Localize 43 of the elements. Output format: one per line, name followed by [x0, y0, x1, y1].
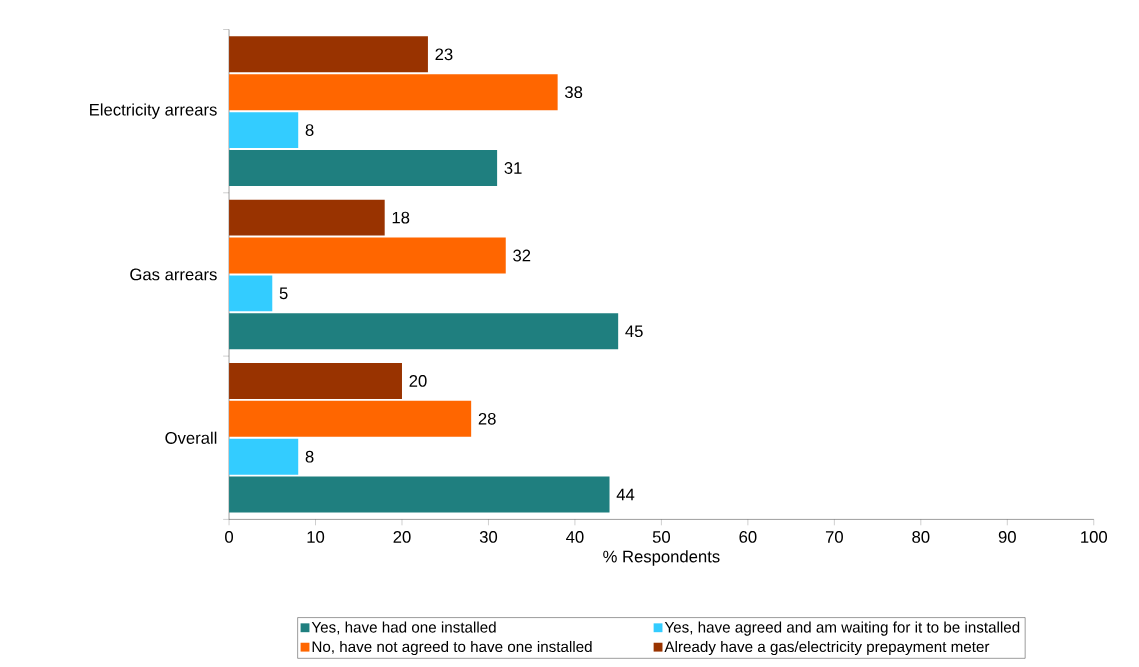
bar: [229, 150, 498, 186]
x-tick-label: 10: [307, 531, 325, 543]
y-tick-label: Overall: [165, 431, 217, 444]
data-label: 23: [435, 48, 453, 61]
data-label: 32: [513, 249, 531, 262]
x-tick-label: 100: [1081, 531, 1108, 543]
bar: [229, 313, 619, 350]
bar: [229, 476, 610, 513]
data-label: 20: [409, 375, 427, 387]
bar: [229, 362, 402, 399]
x-tick-label: 50: [652, 531, 671, 543]
data-label: 8: [305, 450, 314, 463]
bar: [229, 400, 472, 437]
x-axis-title: % Respondents: [603, 550, 720, 566]
x-tick-label: 60: [739, 531, 757, 543]
data-label: 5: [279, 287, 288, 300]
x-tick-label: 80: [912, 531, 930, 543]
data-label: 31: [504, 162, 522, 174]
bar: [229, 112, 299, 149]
data-label: 18: [392, 211, 410, 224]
x-tick-label: 90: [998, 531, 1016, 543]
y-tick-label: Gas arrears: [130, 268, 217, 281]
data-label: 38: [565, 86, 583, 99]
x-tick-label: 40: [566, 531, 584, 543]
x-tick-label: 20: [393, 531, 411, 543]
x-tick-label: 30: [479, 531, 498, 543]
bar: [229, 36, 428, 73]
y-tick-label: Electricity arrears: [90, 103, 217, 119]
data-label: 45: [625, 325, 643, 338]
data-label: 28: [478, 412, 496, 425]
legend-label: No, have not agreed to have one installed: [312, 640, 592, 656]
data-label: 44: [616, 488, 635, 501]
bar: [229, 438, 299, 475]
bar: [229, 275, 273, 312]
bar: [229, 237, 506, 274]
legend-label: Already have a gas/electricity prepayment meter: [664, 640, 990, 656]
legend-label: Yes, have had one installed: [311, 621, 496, 635]
x-tick-label: 0: [225, 531, 234, 543]
data-label: 8: [305, 124, 314, 137]
x-tick-label: 70: [825, 531, 843, 543]
bar: [229, 199, 385, 236]
legend-label: Yes, have agreed and am waiting for it to be installed: [664, 621, 1020, 636]
bar: [229, 74, 558, 111]
